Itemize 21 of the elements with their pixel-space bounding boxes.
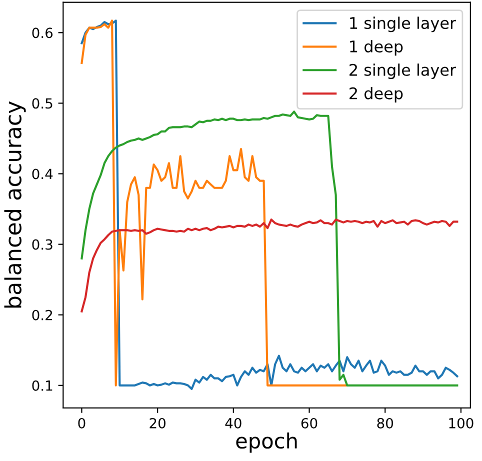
legend-label: 1 deep	[350, 40, 403, 56]
y-axis-title: balanced accuracy	[4, 101, 26, 308]
x-tick-label: 100	[449, 418, 474, 428]
y-tick-label: 0.1	[32, 380, 52, 391]
legend-label: 2 deep	[350, 87, 403, 102]
line-series	[80, 20, 348, 386]
y-tick-label: 0.6	[32, 28, 53, 38]
line-series	[80, 110, 458, 386]
y-tick-label: 0.2	[32, 310, 52, 320]
x-tick-label: 80	[377, 418, 394, 428]
y-tick-label: 0.3	[32, 239, 52, 250]
y-tick-label: 0.5	[32, 98, 52, 109]
x-tick-label: 0	[78, 418, 86, 428]
x-tick-label: 20	[150, 418, 166, 428]
x-tick-label: 60	[301, 418, 318, 428]
x-axis-title: epoch	[236, 432, 297, 453]
x-tick-label: 40	[225, 418, 242, 428]
y-tick-label: 0.4	[32, 168, 53, 180]
line-series	[80, 218, 458, 312]
legend-label: 1 single layer	[350, 16, 456, 32]
legend-label: 2 single layer	[350, 64, 456, 80]
